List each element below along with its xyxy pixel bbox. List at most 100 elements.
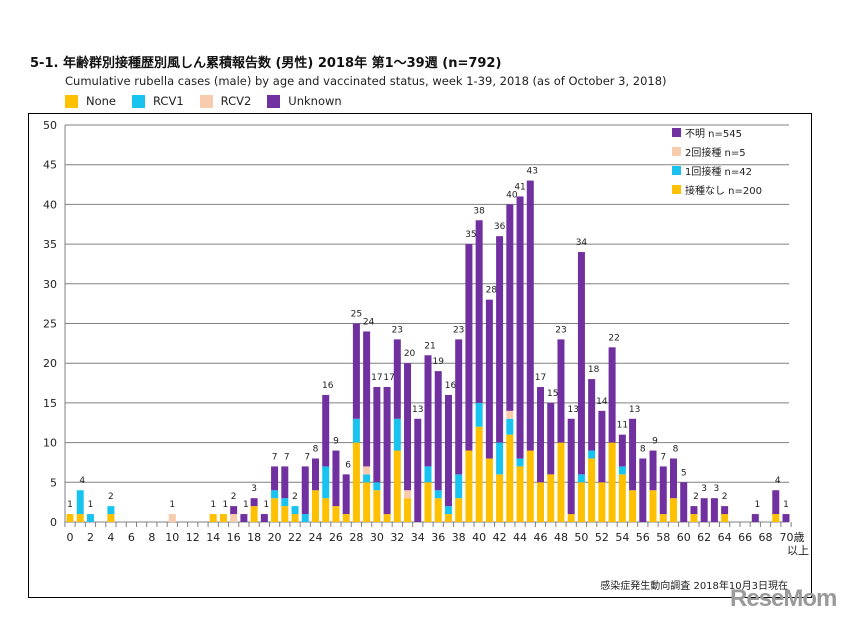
bar-none-age-50 — [577, 482, 585, 522]
bar-unknown-age-67 — [751, 514, 759, 522]
bar-none-age-25 — [322, 498, 330, 522]
x-tick-label: 0 — [67, 531, 74, 544]
total-label: 21 — [424, 341, 435, 351]
total-label: 17 — [535, 373, 546, 383]
total-label: 23 — [453, 325, 464, 335]
total-label: 1 — [754, 500, 760, 510]
bar-none-age-69 — [772, 514, 780, 522]
bar-unknown-age-54 — [618, 434, 626, 467]
total-label: 1 — [210, 500, 216, 510]
total-label: 4 — [775, 476, 781, 486]
bar-unknown-age-20 — [271, 466, 279, 491]
total-label: 1 — [243, 500, 249, 510]
x-tick-label: 6 — [128, 531, 135, 544]
bar-none-age-0 — [66, 514, 74, 522]
total-label: 4 — [79, 476, 85, 486]
total-label: 7 — [272, 452, 278, 462]
bar-unknown-age-64 — [721, 506, 729, 515]
total-label: 9 — [333, 437, 339, 447]
bar-unknown-age-49 — [567, 418, 575, 515]
total-label: 7 — [660, 452, 666, 462]
bar-unknown-age-31 — [383, 387, 391, 515]
bar-rcv1-age-50 — [577, 474, 585, 483]
bar-unknown-age-43 — [506, 204, 514, 411]
x-tick-label: 68 — [759, 531, 773, 544]
x-tick-label: 50 — [574, 531, 588, 544]
inner-legend-swatch — [672, 166, 681, 175]
bar-none-age-45 — [526, 450, 534, 522]
x-tick-label: 56 — [636, 531, 650, 544]
legend-label-rcv2: RCV2 — [220, 94, 252, 108]
bar-unknown-age-63 — [710, 498, 718, 522]
bar-none-age-27 — [342, 514, 350, 522]
total-label: 6 — [345, 460, 351, 470]
x-tick-label: 8 — [148, 531, 155, 544]
bar-unknown-age-33 — [404, 363, 412, 491]
bar-unknown-age-61 — [690, 506, 698, 515]
bar-none-age-35 — [424, 482, 432, 522]
total-label: 17 — [383, 373, 394, 383]
bar-none-age-54 — [618, 474, 626, 522]
bar-none-age-55 — [629, 490, 637, 522]
total-label: 17 — [371, 373, 382, 383]
y-tick-label: 40 — [43, 198, 57, 211]
bar-unknown-age-58 — [659, 466, 667, 515]
total-label: 5 — [681, 468, 687, 478]
legend-item-none: None — [65, 94, 116, 108]
total-label: 36 — [494, 222, 506, 232]
x-tick-label: 20 — [268, 531, 282, 544]
total-label: 8 — [673, 444, 679, 454]
chart-frame — [28, 113, 812, 598]
y-tick-label: 30 — [43, 278, 57, 291]
total-label: 2 — [231, 492, 237, 502]
total-label: 23 — [555, 325, 566, 335]
bar-rcv1-age-36 — [434, 490, 442, 499]
bar-none-age-58 — [659, 514, 667, 522]
legend-item-rcv1: RCV1 — [132, 94, 184, 108]
bar-unknown-age-50 — [577, 252, 585, 475]
total-label: 22 — [608, 333, 619, 343]
bar-unknown-age-62 — [700, 498, 708, 522]
top-legend: None RCV1 RCV2 Unknown — [65, 94, 342, 108]
bar-none-age-59 — [669, 498, 677, 522]
total-label: 7 — [284, 452, 290, 462]
total-label: 9 — [652, 437, 658, 447]
bar-none-age-4 — [107, 514, 115, 522]
total-label: 35 — [465, 230, 476, 240]
bar-unknown-age-18 — [250, 498, 258, 507]
legend-label-rcv1: RCV1 — [153, 94, 184, 108]
x-tick-label: 16 — [227, 531, 241, 544]
x-tick-label: 38 — [452, 531, 466, 544]
bar-none-age-28 — [352, 442, 360, 522]
bar-rcv1-age-1 — [76, 490, 84, 515]
bar-unknown-age-21 — [281, 466, 289, 499]
bar-rcv1-age-42 — [496, 442, 504, 475]
bar-none-age-1 — [76, 514, 84, 522]
x-tick-label: 58 — [656, 531, 670, 544]
y-tick-label: 5 — [50, 476, 57, 489]
inner-legend-label: 1回接種 n=42 — [685, 165, 752, 178]
bar-none-age-49 — [567, 514, 575, 522]
bar-unknown-age-19 — [260, 514, 268, 522]
bar-unknown-age-23 — [301, 466, 309, 515]
legend-swatch-none — [65, 94, 78, 108]
bar-rcv1-age-44 — [516, 458, 524, 467]
bar-unknown-age-46 — [537, 387, 545, 483]
bar-unknown-age-51 — [588, 379, 596, 451]
bar-unknown-age-69 — [772, 490, 780, 515]
bar-unknown-age-48 — [557, 339, 565, 443]
x-tick-label: 52 — [595, 531, 609, 544]
bar-unknown-age-36 — [434, 371, 442, 491]
bar-none-age-22 — [291, 514, 299, 522]
total-label: 13 — [567, 405, 578, 415]
bar-unknown-age-41 — [485, 299, 493, 459]
bar-rcv2-age-10 — [168, 514, 176, 522]
x-tick-label: 66 — [738, 531, 752, 544]
total-label: 13 — [412, 405, 423, 415]
bar-rcv1-age-43 — [506, 418, 514, 435]
bar-rcv1-age-28 — [352, 418, 360, 443]
bar-rcv1-age-2 — [86, 514, 94, 522]
bar-rcv1-age-40 — [475, 402, 483, 427]
bar-unknown-age-42 — [496, 236, 504, 443]
total-label: 34 — [576, 238, 588, 248]
